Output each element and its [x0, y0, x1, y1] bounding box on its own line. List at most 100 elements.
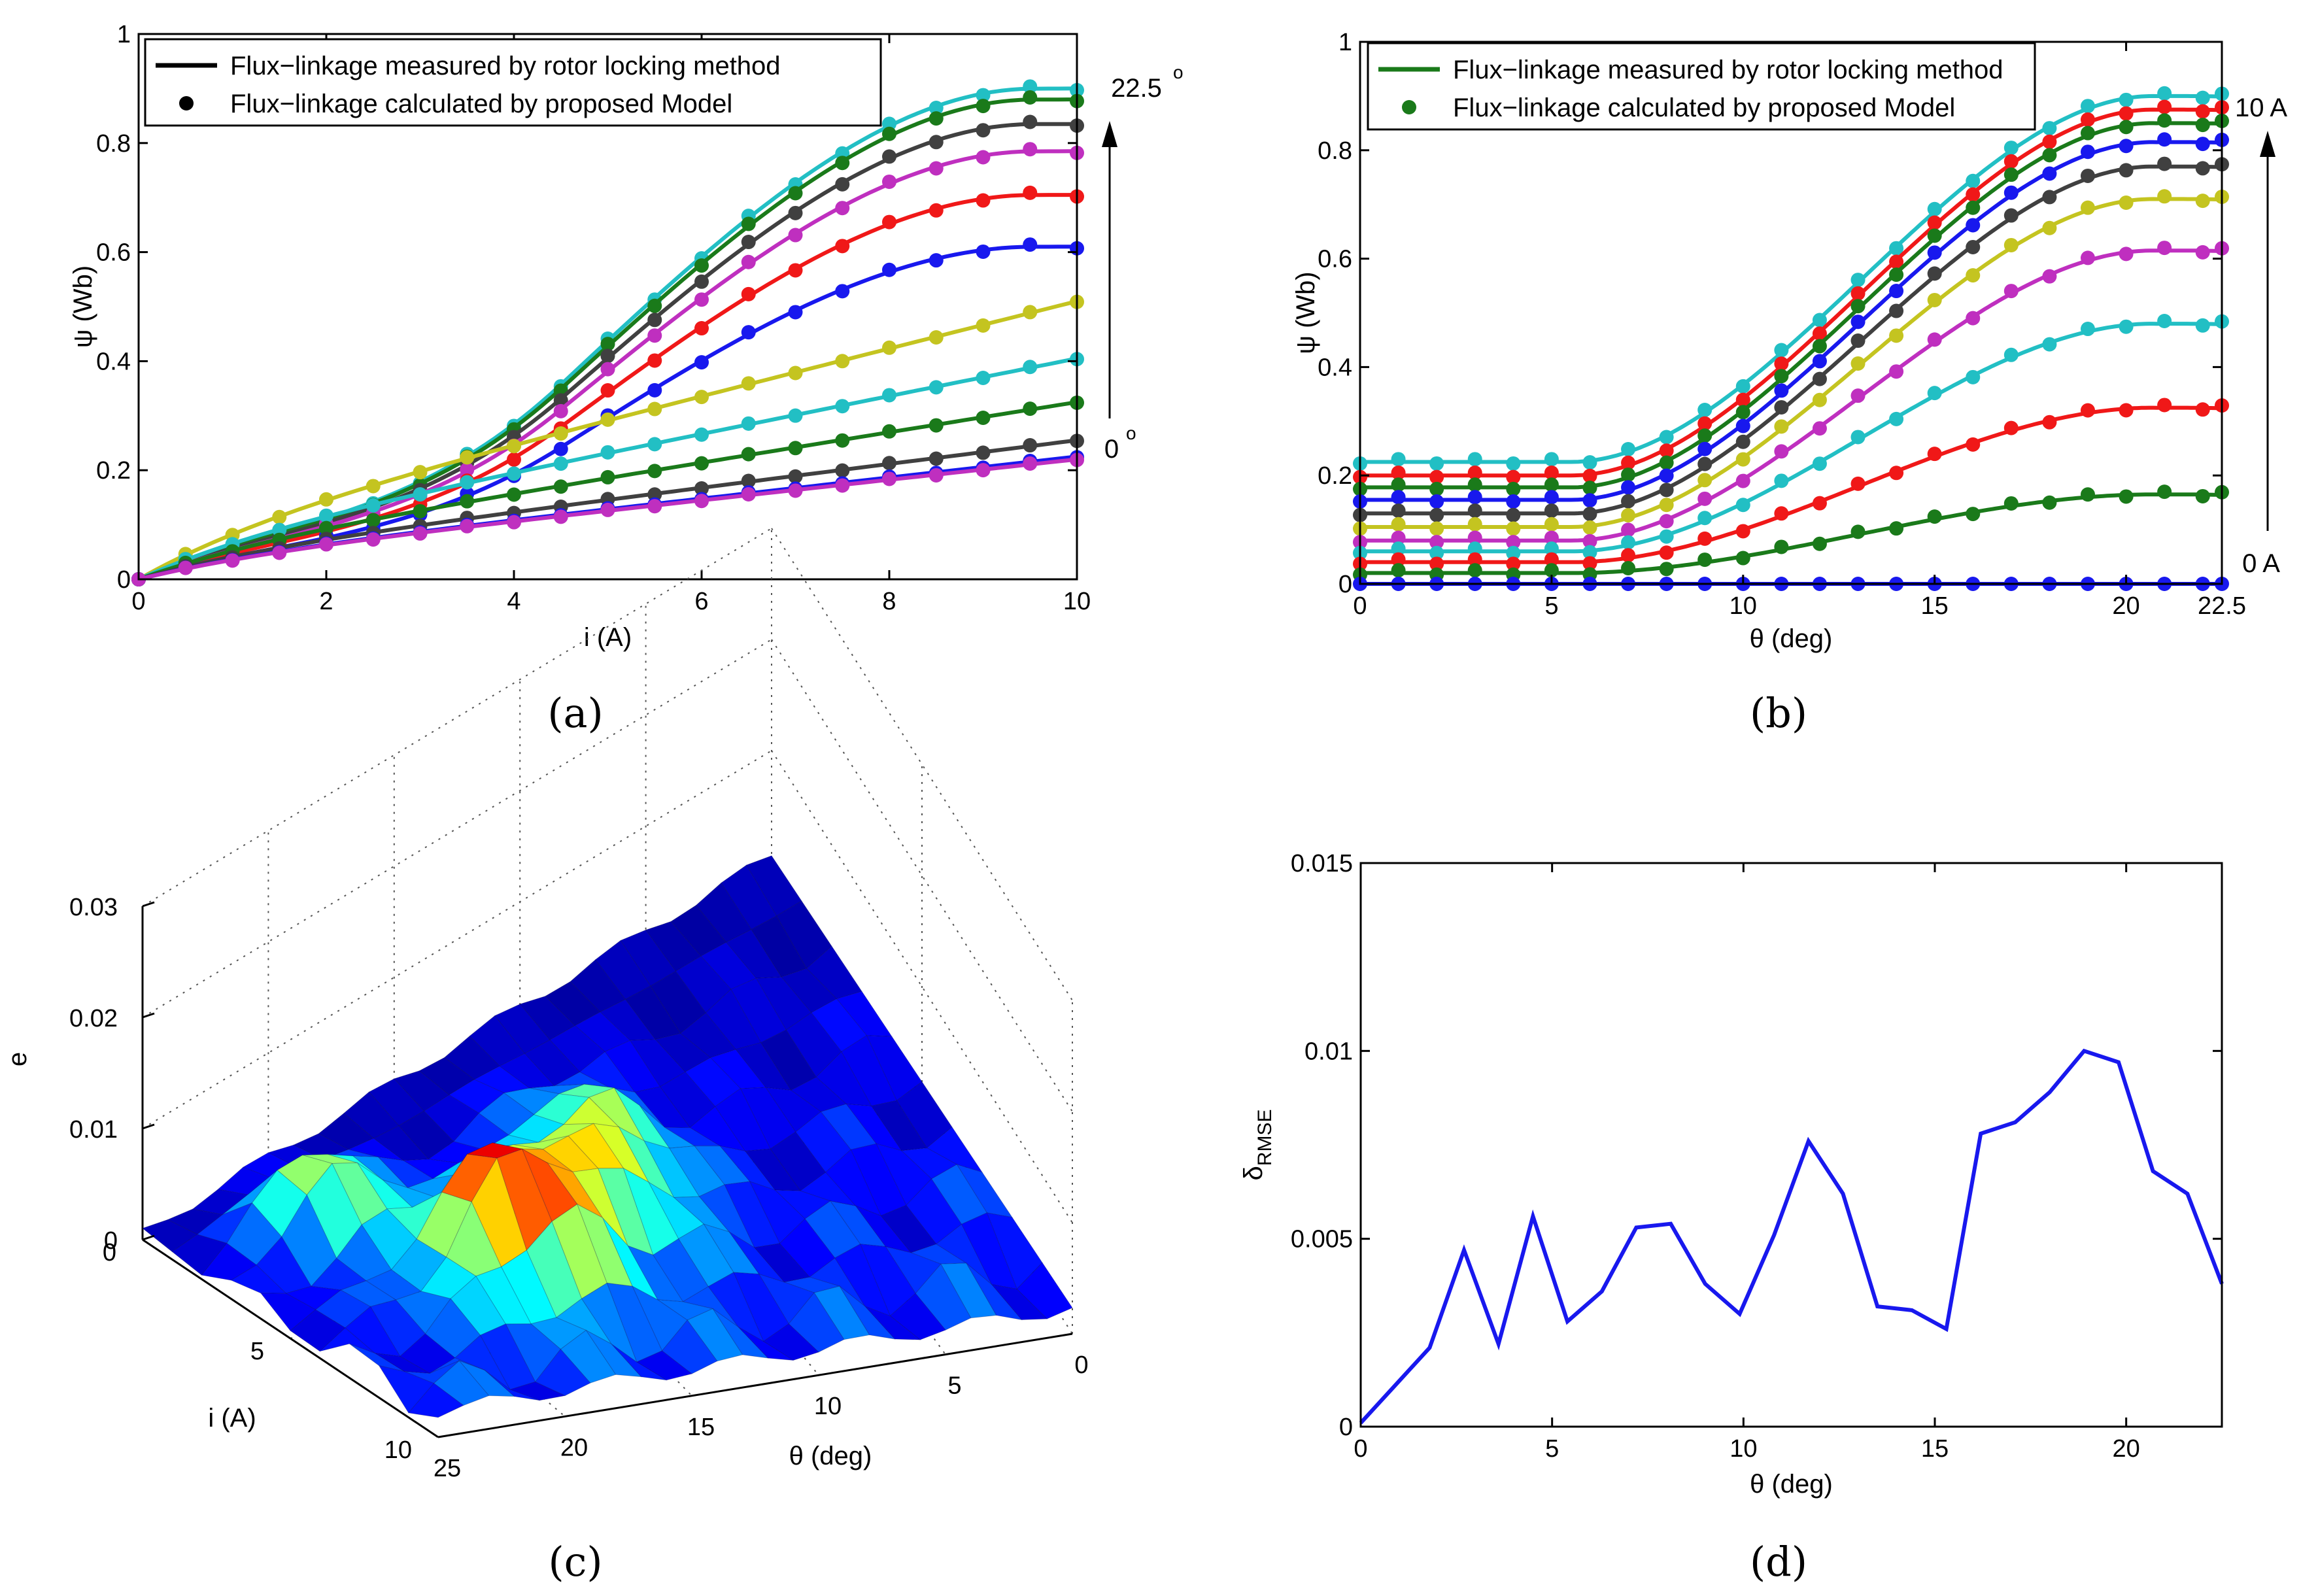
- panel-b-series-point: [2003, 154, 2019, 169]
- panel-b-series-point: [2195, 104, 2210, 119]
- panel-b-series-point: [1544, 452, 1559, 467]
- panel-a-series-point: [553, 426, 568, 441]
- panel-a-xtick-label: 2: [319, 588, 333, 615]
- panel-b-series-point: [1391, 477, 1406, 492]
- panel-b-series-point: [1812, 326, 1827, 341]
- panel-a-series-point: [600, 469, 615, 484]
- panel-a-annot-top-sup: o: [1173, 62, 1184, 82]
- panel-d-ytick-label: 0.015: [1291, 850, 1353, 877]
- panel-a-series-point: [600, 502, 615, 517]
- panel-a-series-point: [835, 156, 850, 171]
- panel-d-xlabel: θ (deg): [1750, 1470, 1833, 1499]
- panel-b-series-point: [1467, 477, 1482, 492]
- panel-a-series-point: [460, 450, 475, 465]
- panel-a-series-point: [882, 424, 896, 439]
- panel-b-series-point: [2119, 120, 2134, 135]
- panel-a-legend-label-measured: Flux−linkage measured by rotor locking m…: [230, 52, 781, 80]
- panel-a-series-point: [788, 441, 803, 456]
- panel-b-legend-label-measured: Flux−linkage measured by rotor locking m…: [1453, 56, 2003, 84]
- panel-a-series-point: [788, 228, 803, 243]
- panel-b-series-point: [1735, 498, 1750, 513]
- panel-b-series-point: [1544, 466, 1559, 481]
- panel-b-xtick-label: 10: [1730, 592, 1757, 620]
- panel-b-series-point: [1582, 545, 1597, 560]
- panel-b-ytick-label: 1: [1338, 29, 1352, 56]
- panel-b-series-point: [2157, 99, 2172, 114]
- panel-a-series-point: [976, 463, 991, 478]
- panel-a-arrow-head: [1102, 121, 1117, 147]
- panel-a-series-point: [788, 263, 803, 278]
- panel-b-series-point: [1774, 369, 1789, 384]
- panel-b-series-point: [1544, 563, 1559, 578]
- panel-a-xtick-label: 10: [1063, 588, 1091, 615]
- panel-a-series-point: [694, 355, 709, 370]
- panel-b-ytick-label: 0.8: [1318, 137, 1352, 165]
- panel-b-series-point: [1966, 369, 1981, 384]
- panel-d-ytick-label: 0.01: [1304, 1038, 1353, 1065]
- panel-a-legend-dot-marker: [179, 96, 194, 110]
- panel-b-series-point: [2119, 403, 2134, 418]
- panel-a-series-point: [976, 318, 991, 333]
- panel-b-series-point: [1659, 430, 1674, 445]
- panel-a-series-point: [976, 99, 991, 114]
- panel-b-series-point: [1812, 392, 1827, 407]
- panel-b-series-point: [1659, 483, 1674, 498]
- panel-a-series-point: [694, 258, 709, 273]
- panel-b-legend-dot-marker: [1402, 100, 1416, 114]
- panel-b-series-point: [1774, 399, 1789, 415]
- panel-b-series-point: [1697, 456, 1713, 471]
- panel-b-series-point: [2042, 337, 2057, 352]
- panel-a-series-point: [694, 494, 709, 509]
- panel-b-series-point: [1966, 187, 1981, 202]
- panel-b-series-point: [1467, 541, 1482, 556]
- panel-b-series-point: [2157, 313, 2172, 328]
- panel-b-series-point: [1621, 455, 1636, 470]
- panel-b-series-point: [1467, 466, 1482, 481]
- panel-b-series-point: [2119, 139, 2134, 154]
- panel-b-series-point: [1506, 469, 1521, 484]
- panel-a-series-point: [835, 399, 850, 414]
- panel-d-xtick-label: 5: [1545, 1435, 1559, 1463]
- panel-b-xtick-label: 20: [2112, 592, 2139, 620]
- panel-a-series-point: [1023, 237, 1038, 252]
- panel-b-series-point: [2157, 241, 2172, 256]
- panel-b-series-point: [2119, 106, 2134, 121]
- panel-b-series-point: [1659, 498, 1674, 513]
- panel-c-theta-axis: [437, 1333, 1073, 1438]
- panel-b-series-point: [1659, 529, 1674, 544]
- panel-a-series-point: [647, 382, 662, 398]
- panel-b-series-point: [1391, 490, 1406, 505]
- panel-b-xtick-label: 0: [1353, 592, 1367, 620]
- panel-b-ylabel: ψ (Wb): [1291, 271, 1320, 354]
- panel-b-series-point: [1621, 494, 1636, 509]
- panel-c-ztick-label: 0.02: [69, 1005, 118, 1032]
- panel-b-series-point: [1429, 494, 1444, 509]
- panel-a-series-point: [882, 388, 896, 403]
- panel-b-series-point: [1774, 343, 1789, 358]
- panel-b-series-point: [1506, 556, 1521, 571]
- panel-b-series-point: [1391, 541, 1406, 556]
- panel-b-series-point: [1506, 545, 1521, 560]
- panel-a-xtick-label: 6: [694, 588, 708, 615]
- panel-b-series-point: [2080, 144, 2095, 160]
- panel-b-series-point: [1659, 562, 1674, 577]
- panel-b-series-point: [1774, 506, 1789, 521]
- panel-c-thetatick-label: 15: [687, 1414, 715, 1441]
- panel-a-ytick-label: 1: [117, 21, 131, 48]
- panel-b-series-point: [1621, 560, 1636, 575]
- panel-c-thetatick-label: 5: [947, 1372, 961, 1400]
- panel-c-itick-label: 0: [103, 1239, 116, 1266]
- panel-b-series-point: [2080, 126, 2095, 141]
- panel-b-series-point: [2157, 156, 2172, 171]
- panel-a-series-point: [507, 466, 521, 481]
- panel-b-series-point: [2119, 246, 2134, 262]
- panel-b-series-point: [2042, 190, 2057, 205]
- panel-d-rmse-line: [1359, 1048, 2224, 1425]
- panel-b-series-point: [1889, 254, 1904, 269]
- panel-b-series-point: [2003, 167, 2019, 182]
- panel-b-series-point: [1812, 496, 1827, 511]
- panel-c-thetatick-label: 20: [560, 1434, 588, 1461]
- panel-b-series-point: [1812, 371, 1827, 386]
- panel-a-series-point: [788, 186, 803, 201]
- panel-b-series-point: [2003, 141, 2019, 156]
